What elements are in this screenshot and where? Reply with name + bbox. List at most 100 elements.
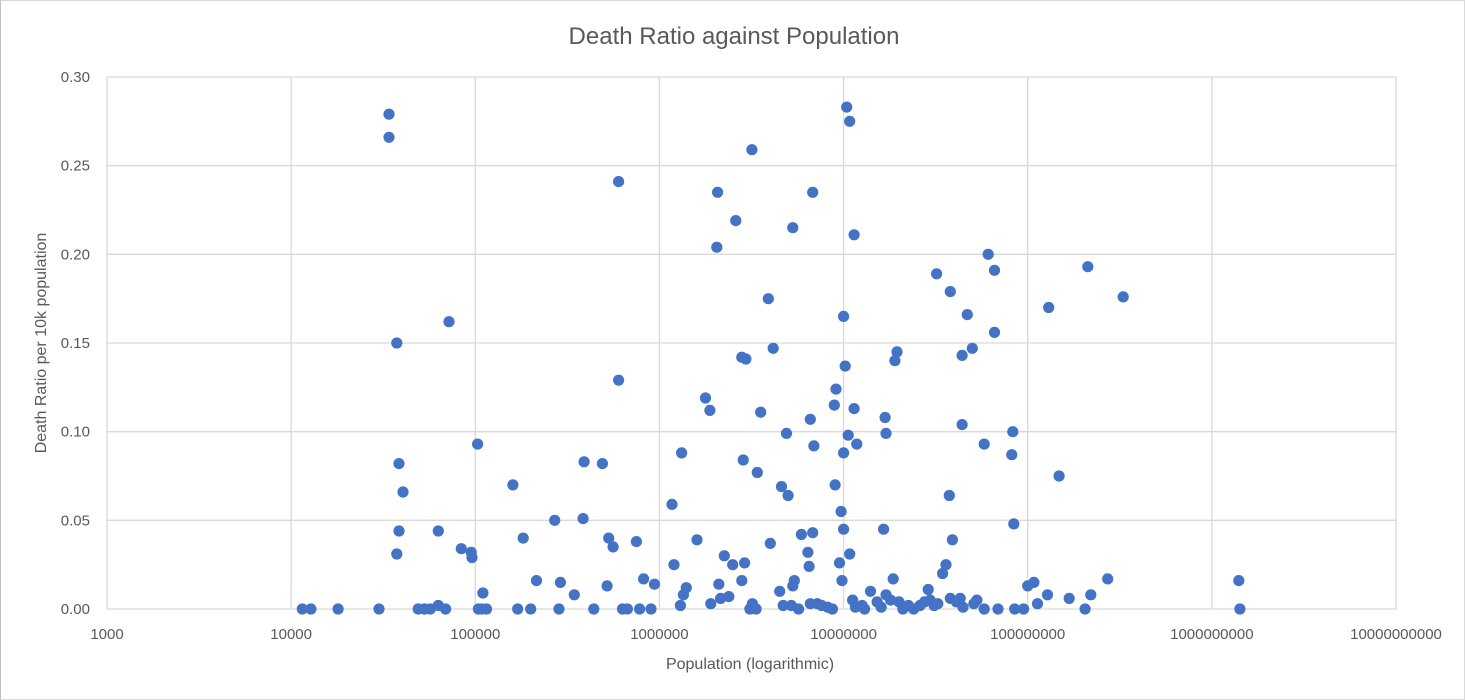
- data-point: [879, 411, 891, 424]
- data-point: [880, 427, 892, 439]
- data-point: [864, 585, 877, 597]
- data-point: [1028, 576, 1040, 589]
- data-point: [718, 550, 730, 562]
- data-point: [554, 576, 567, 589]
- data-point: [944, 286, 956, 298]
- data-point: [578, 456, 590, 468]
- data-point: [943, 489, 955, 502]
- data-point: [833, 557, 846, 569]
- data-point: [878, 523, 890, 535]
- data-point: [432, 525, 444, 537]
- data-point: [777, 599, 789, 612]
- y-tick-label: 0.15: [61, 335, 90, 352]
- data-point: [383, 108, 395, 120]
- data-point: [978, 603, 990, 615]
- x-tick-label: 10000000: [810, 626, 877, 643]
- data-point: [885, 594, 897, 606]
- data-points: [296, 101, 1246, 615]
- data-point: [956, 349, 968, 361]
- data-point: [455, 543, 467, 555]
- data-point: [887, 573, 899, 585]
- data-point: [946, 534, 959, 546]
- data-point: [601, 580, 613, 592]
- data-point: [1234, 603, 1246, 615]
- data-point: [699, 392, 712, 404]
- data-point: [1053, 470, 1065, 482]
- data-point: [966, 342, 978, 354]
- data-point: [674, 599, 687, 612]
- data-point: [383, 131, 395, 143]
- data-point: [992, 603, 1004, 615]
- data-point: [954, 592, 966, 605]
- data-point: [889, 355, 901, 367]
- data-point: [1041, 589, 1054, 601]
- data-point: [676, 447, 688, 459]
- data-point: [740, 353, 752, 365]
- data-point: [891, 346, 903, 358]
- data-point: [961, 309, 973, 321]
- data-point: [739, 557, 751, 569]
- data-point: [802, 546, 814, 558]
- data-point: [630, 536, 643, 548]
- data-point: [762, 293, 774, 305]
- x-tick-label: 10000000000: [1350, 626, 1442, 643]
- y-axis-tick-labels: 0.00 0.05 0.10 0.15 0.20 0.25 0.30: [61, 69, 90, 618]
- data-point: [613, 374, 625, 386]
- data-point: [730, 215, 742, 227]
- data-point: [932, 598, 944, 610]
- data-point: [922, 583, 934, 596]
- data-point: [393, 525, 405, 537]
- data-point: [512, 603, 524, 615]
- y-tick-label: 0.05: [61, 512, 90, 529]
- data-point: [746, 144, 758, 156]
- data-point: [844, 115, 856, 127]
- data-point: [549, 514, 561, 526]
- data-point: [568, 589, 580, 601]
- data-point: [638, 573, 650, 585]
- data-point: [1007, 426, 1019, 438]
- y-tick-label: 0.10: [61, 424, 90, 441]
- data-point: [704, 404, 716, 416]
- data-point: [1085, 589, 1097, 601]
- data-point: [844, 548, 856, 560]
- data-point: [838, 523, 850, 535]
- x-tick-label: 1000000000: [1170, 626, 1253, 643]
- data-point: [826, 603, 839, 615]
- x-axis-label: Population (logarithmic): [666, 656, 834, 673]
- data-point: [634, 603, 646, 615]
- data-point: [1006, 449, 1018, 461]
- data-point: [750, 603, 762, 615]
- data-point: [793, 603, 805, 615]
- data-point: [838, 447, 850, 459]
- data-point: [727, 559, 739, 571]
- data-point: [1031, 598, 1044, 610]
- data-point: [517, 532, 529, 544]
- x-tick-label: 1000000: [630, 626, 688, 643]
- y-tick-label: 0.20: [61, 246, 90, 263]
- data-point: [603, 532, 615, 544]
- data-point: [373, 603, 385, 615]
- data-point: [803, 560, 815, 573]
- data-point: [787, 222, 799, 234]
- data-point: [804, 413, 816, 425]
- data-point: [780, 427, 793, 439]
- data-point: [848, 403, 860, 415]
- data-point: [957, 601, 969, 613]
- data-point: [668, 559, 680, 571]
- data-point: [577, 513, 589, 525]
- data-point: [666, 498, 678, 510]
- data-point: [978, 438, 990, 450]
- data-point: [1018, 603, 1030, 615]
- data-point: [507, 479, 519, 491]
- data-point: [782, 489, 794, 502]
- data-point: [839, 360, 851, 372]
- data-point: [807, 186, 819, 198]
- data-point: [296, 603, 308, 615]
- data-point: [736, 575, 748, 587]
- data-point: [829, 479, 841, 491]
- data-point: [755, 406, 767, 418]
- data-point: [393, 458, 405, 470]
- y-tick-label: 0.00: [61, 601, 90, 618]
- data-point: [588, 603, 600, 615]
